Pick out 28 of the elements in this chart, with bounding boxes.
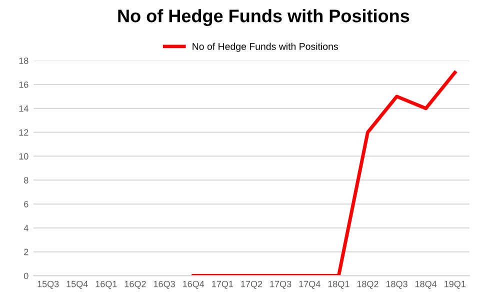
x-tick-label: 16Q4 (183, 280, 204, 289)
legend-label: No of Hedge Funds with Positions (192, 42, 338, 52)
x-tick-label: 17Q3 (270, 280, 292, 289)
x-tick-label: 16Q2 (124, 280, 146, 289)
x-tick-label: 17Q1 (212, 280, 234, 289)
y-tick-label: 2 (24, 248, 28, 256)
x-tick-label: 19Q1 (444, 280, 466, 289)
y-tick-label: 6 (24, 200, 28, 208)
y-tick-label: 12 (19, 129, 28, 136)
y-tick-label: 8 (24, 177, 28, 184)
y-tick-label: 4 (24, 224, 28, 232)
x-tick-label: 16Q1 (96, 280, 117, 289)
y-tick-label: 18 (19, 58, 28, 64)
x-tick-label: 17Q4 (299, 280, 320, 289)
y-tick-label: 10 (19, 153, 28, 160)
x-tick-label: 18Q4 (415, 280, 437, 289)
y-tick-label: 0 (24, 272, 28, 280)
x-tick-label: 17Q2 (241, 280, 262, 289)
y-tick-label: 16 (19, 81, 28, 88)
x-tick-label: 18Q1 (328, 280, 350, 289)
x-tick-label: 15Q4 (66, 280, 88, 289)
x-tick-label: 15Q3 (38, 280, 59, 289)
x-tick-label: 18Q2 (357, 280, 378, 289)
x-tick-label: 18Q3 (386, 280, 408, 289)
line-series (192, 70, 457, 276)
chart-title: No of Hedge Funds with Positions (118, 9, 410, 26)
x-tick-label: 16Q3 (154, 280, 175, 289)
y-tick-label: 14 (19, 105, 28, 112)
